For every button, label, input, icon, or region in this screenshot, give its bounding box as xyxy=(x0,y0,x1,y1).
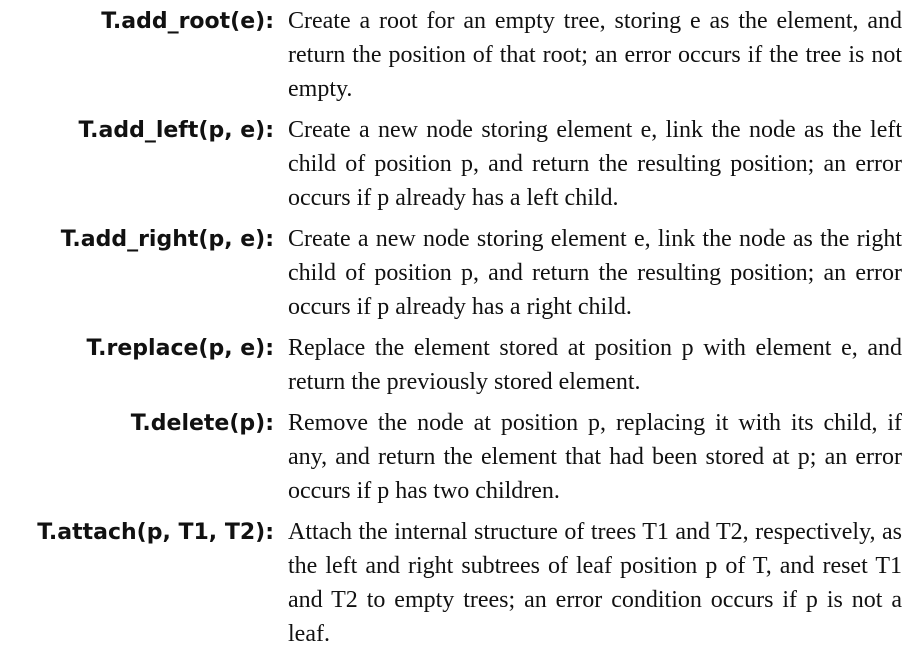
method-name: T.add_right(p, e): xyxy=(60,227,274,252)
method-description: Create a new node storing element e, lin… xyxy=(288,226,902,320)
method-name: T.add_left(p, e): xyxy=(78,118,274,143)
method-name: T.replace(p, e): xyxy=(86,336,274,361)
method-definition-list: T.add_root(e): Create a root for an empt… xyxy=(0,4,920,658)
method-description: Attach the internal structure of trees T… xyxy=(288,519,902,647)
method-name: T.delete(p): xyxy=(130,411,274,436)
method-description: Remove the node at position p, replacing… xyxy=(288,410,902,504)
definition-entry-attach: T.attach(p, T1, T2): Attach the internal… xyxy=(0,515,920,651)
definition-entry-add-root: T.add_root(e): Create a root for an empt… xyxy=(0,4,920,106)
method-name: T.attach(p, T1, T2): xyxy=(37,520,274,545)
definition-entry-add-left: T.add_left(p, e): Create a new node stor… xyxy=(0,113,920,215)
definition-entry-delete: T.delete(p): Remove the node at position… xyxy=(0,406,920,508)
method-description: Create a new node storing element e, lin… xyxy=(288,117,902,211)
method-name: T.add_root(e): xyxy=(101,9,274,34)
definition-entry-replace: T.replace(p, e): Replace the element sto… xyxy=(0,331,920,399)
method-description: Create a root for an empty tree, storing… xyxy=(288,8,902,102)
method-description: Replace the element stored at position p… xyxy=(288,335,902,395)
definition-entry-add-right: T.add_right(p, e): Create a new node sto… xyxy=(0,222,920,324)
